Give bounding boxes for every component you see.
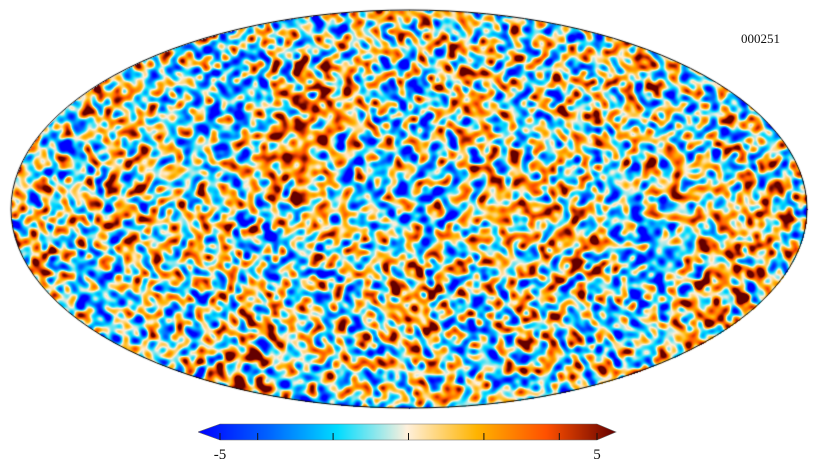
colorbar-min-label: -5 <box>213 447 227 463</box>
map-label: 000251 <box>741 31 780 46</box>
colorbar-gradient <box>198 423 617 441</box>
colorbar <box>198 423 617 441</box>
sky-map <box>0 0 817 415</box>
colorbar-max-label: 5 <box>593 447 601 463</box>
